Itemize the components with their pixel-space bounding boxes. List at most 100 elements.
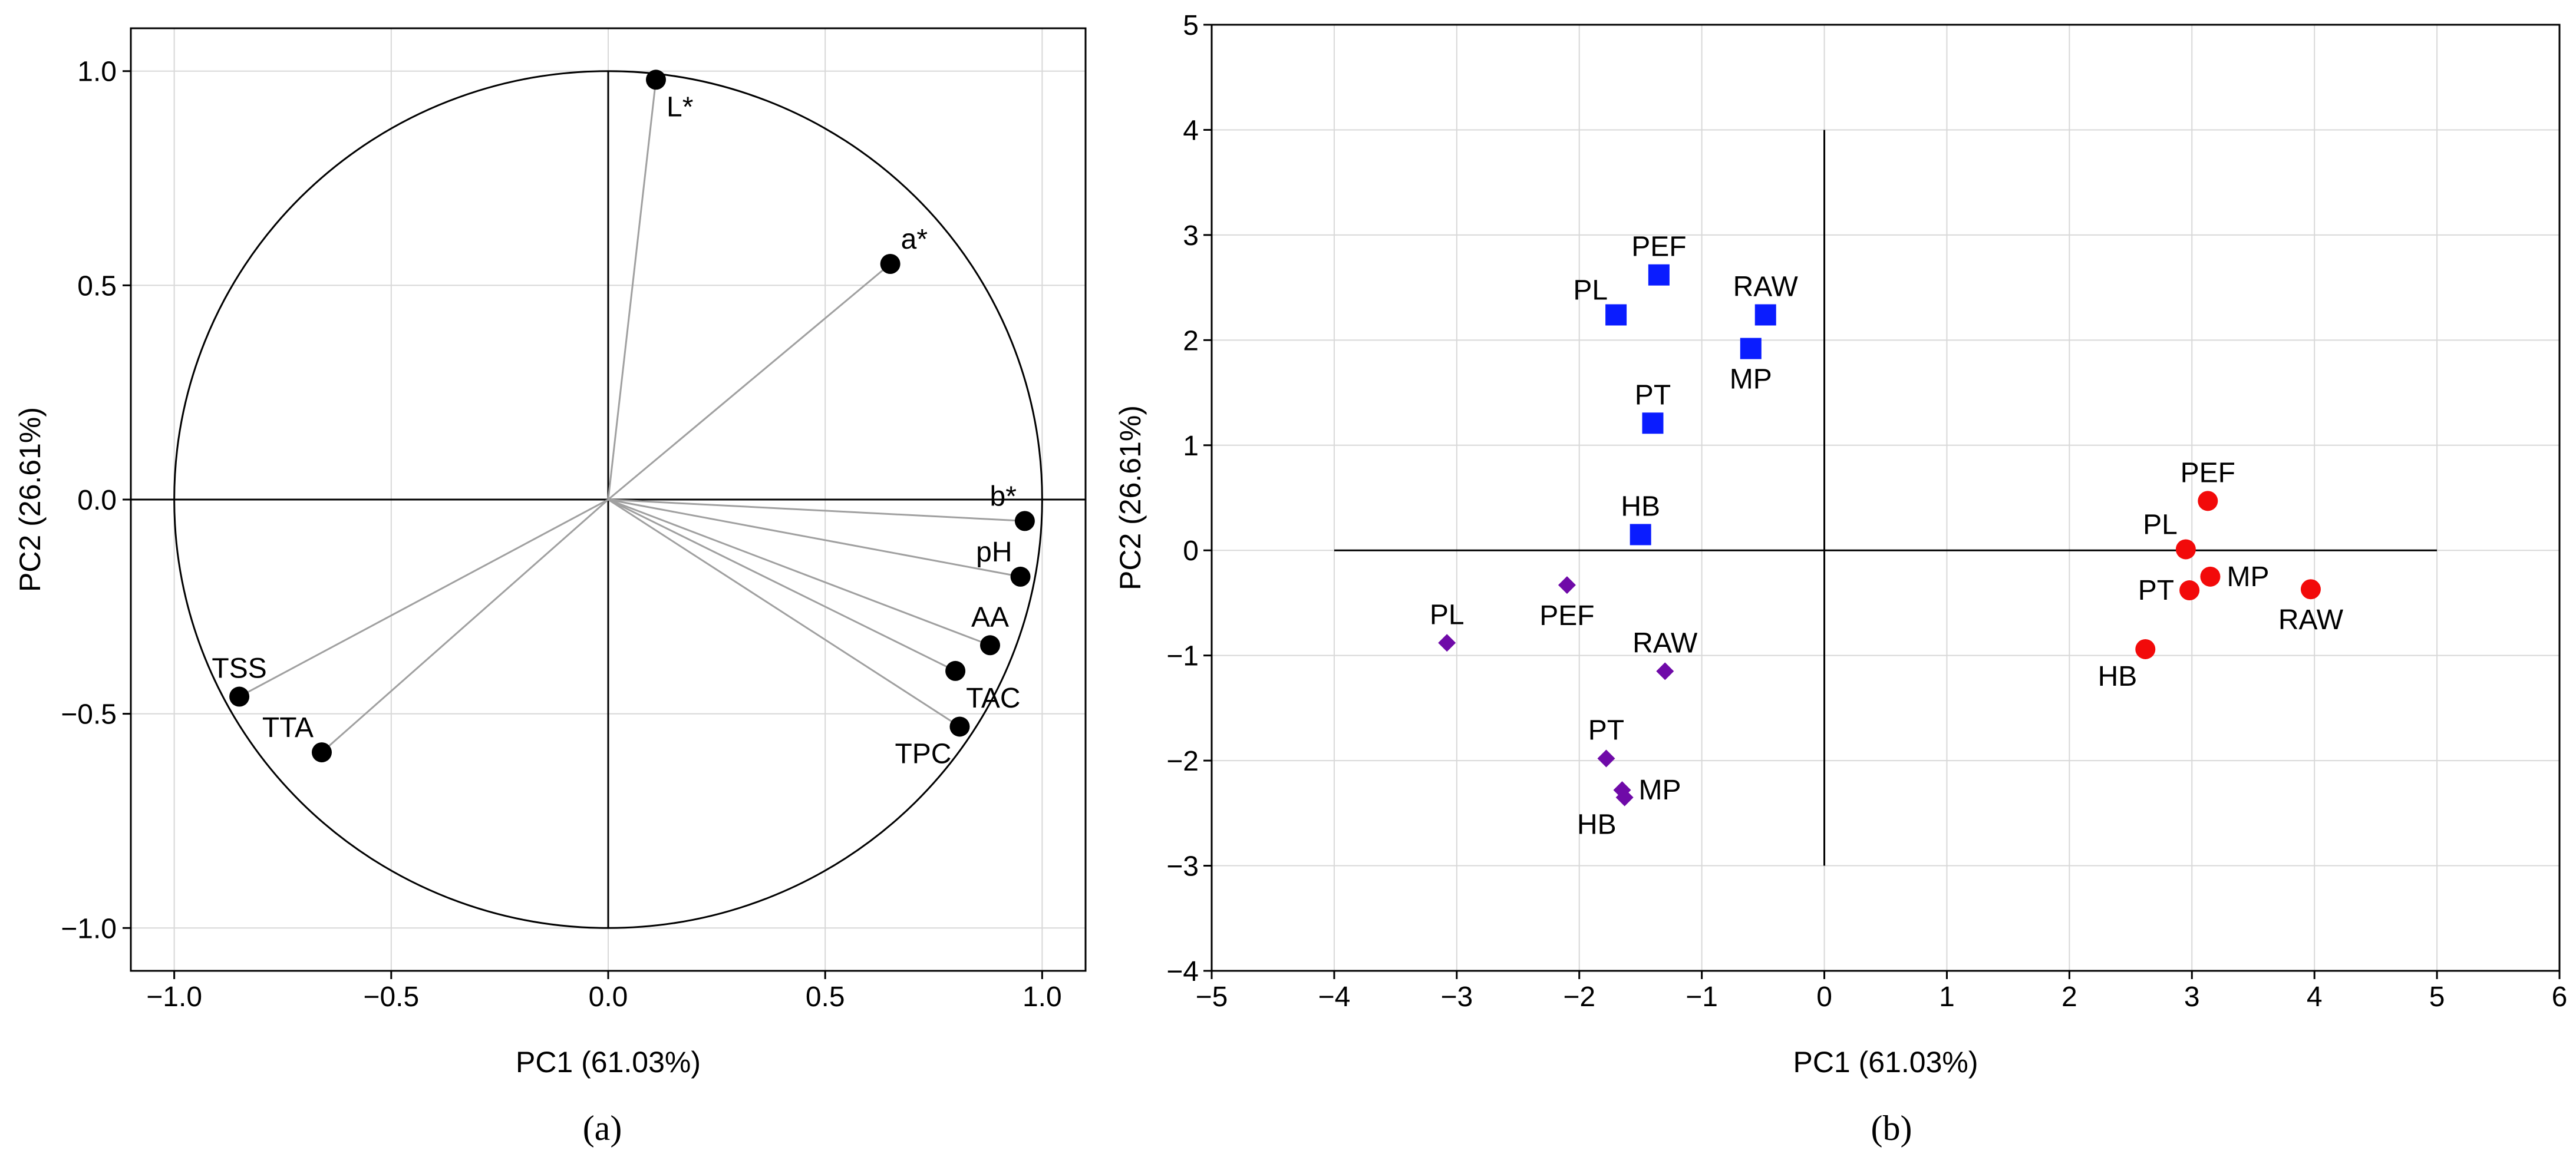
loading-vector-b-star [608, 498, 1025, 522]
scores-plot-frame [1211, 24, 2561, 972]
loading-point-tta [312, 742, 332, 763]
score-circle-pl-label: PL [2143, 509, 2178, 540]
loadings-plot-frame [130, 27, 1087, 972]
loading-label-tac: TAC [966, 683, 1020, 714]
scores-axis-lines [1334, 130, 2438, 866]
scores-x-tick-label: 1 [1939, 981, 1955, 1013]
score-square-mp-marker [1740, 338, 1762, 359]
scores-y-tick-label: 0 [1183, 535, 1199, 567]
loadings-y-axis-label: PC2 (26.61%) [14, 407, 47, 592]
loadings-y-tick-label: 0.0 [77, 485, 117, 516]
scores-y-tick-label: −2 [1166, 746, 1199, 777]
loading-point-l-star [646, 70, 666, 90]
loading-point-ph [1010, 566, 1031, 587]
score-diamond-pt-label: PT [1588, 715, 1624, 746]
loading-vector-ph [608, 498, 1021, 578]
panel-label-a: (a) [583, 1109, 622, 1148]
loadings-points: L* a* b* pH AA TAC TPC TSS TTA [212, 70, 1035, 769]
loadings-tick-labels: −1.0 −0.5 0.0 0.5 1.0 −1.0 −0.5 0.0 0.5 1.0 [61, 57, 1061, 1013]
loadings-x-tick-label: 0.0 [589, 981, 628, 1013]
score-square-raw-marker [1754, 304, 1776, 326]
scores-x-tick-label: 3 [2184, 981, 2200, 1013]
loading-point-tac [945, 660, 966, 681]
scores-x-tick-label: −1 [1686, 981, 1718, 1013]
scores-y-tick-label: 5 [1183, 10, 1199, 41]
score-square-raw-label: RAW [1733, 272, 1799, 303]
score-circle-pt-label: PT [2138, 575, 2174, 606]
loadings-x-tick-label: 1.0 [1023, 981, 1062, 1013]
score-circle-raw-marker [2300, 579, 2321, 600]
scores-y-tick-label: −3 [1166, 851, 1199, 882]
scores-y-tick-label: −1 [1166, 641, 1199, 672]
score-square-pl-label: PL [1573, 275, 1608, 306]
loadings-y-tick-label: 0.5 [77, 270, 117, 302]
loadings-x-tick-label: −1.0 [146, 981, 202, 1013]
loading-label-b-star: b* [990, 481, 1017, 512]
scores-x-tick-label: 5 [2429, 981, 2445, 1013]
loadings-y-tick-label: 1.0 [77, 57, 117, 88]
score-diamond-hb-marker [1615, 788, 1634, 806]
score-diamond-pl-label: PL [1430, 599, 1465, 630]
scores-x-tick-label: 2 [2062, 981, 2077, 1013]
score-circle-pef-label: PEF [2181, 457, 2235, 488]
loading-label-a-star: a* [901, 224, 928, 255]
loading-point-b-star [1014, 511, 1035, 531]
loading-point-tpc [949, 716, 970, 737]
loadings-vector-lines [239, 80, 1025, 753]
scores-x-axis-label: PC1 (61.03%) [1793, 1046, 1978, 1079]
loading-vector-aa [608, 498, 991, 646]
score-diamond-raw-label: RAW [1632, 627, 1698, 659]
score-square-pt-marker [1642, 412, 1664, 434]
loading-vector-l-star [607, 80, 657, 500]
loading-point-a-star [880, 254, 901, 274]
loading-label-l-star: L* [667, 91, 693, 123]
loadings-x-axis-label: PC1 (61.03%) [516, 1046, 701, 1079]
scores-y-axis-label: PC2 (26.61%) [1114, 405, 1147, 590]
loadings-plot-panel: L* a* b* pH AA TAC TPC TSS TTA −1.0 −0.5 0.0 0.5 1.0… [14, 27, 1087, 1148]
loading-point-tss [229, 686, 250, 707]
loading-label-ph: pH [976, 537, 1012, 568]
score-circle-raw-label: RAW [2278, 604, 2344, 636]
scores-y-tick-label: 4 [1183, 115, 1199, 146]
score-circle-pef-marker [2198, 491, 2218, 511]
scores-x-tick-label: 4 [2307, 981, 2323, 1013]
score-square-mp-label: MP [1730, 364, 1772, 395]
scores-y-tick-label: 2 [1183, 325, 1199, 356]
score-circle-hb-label: HB [2098, 661, 2138, 692]
scores-y-tick-label: 3 [1183, 220, 1199, 252]
loadings-x-tick-label: −0.5 [363, 981, 419, 1013]
score-circle-pt-marker [2179, 580, 2200, 601]
score-square-pl-marker [1605, 304, 1627, 326]
loading-label-tpc: TPC [895, 738, 951, 769]
score-square-pef-label: PEF [1631, 232, 1686, 263]
score-square-pt-label: PT [1635, 379, 1671, 411]
score-circle-mp-label: MP [2227, 561, 2269, 593]
scores-x-tick-label: −3 [1440, 981, 1473, 1013]
loading-label-tss: TSS [212, 653, 266, 685]
score-diamond-hb-label: HB [1577, 809, 1617, 841]
scores-y-tick-label: 1 [1183, 431, 1199, 462]
loading-vector-tac [608, 498, 956, 672]
score-square-hb-marker [1630, 524, 1651, 546]
scores-x-tick-label: −5 [1196, 981, 1228, 1013]
score-diamond-pt-marker [1597, 749, 1615, 768]
loading-vector-a-star [608, 263, 891, 501]
score-circle-mp-marker [2200, 566, 2221, 587]
score-diamond-pl-marker [1438, 634, 1456, 652]
score-diamond-mp-label: MP [1638, 775, 1681, 806]
loadings-x-tick-label: 0.5 [806, 981, 845, 1013]
loading-vector-tta [321, 498, 609, 753]
loading-vector-tss [239, 498, 609, 697]
score-square-hb-label: HB [1621, 491, 1660, 522]
score-circle-pl-marker [2175, 539, 2196, 560]
score-diamond-pef-marker [1558, 576, 1576, 594]
loading-vector-tpc [608, 498, 961, 728]
scores-x-tick-label: 0 [1816, 981, 1832, 1013]
loading-label-tta: TTA [262, 712, 314, 743]
scores-y-tick-label: −4 [1166, 956, 1199, 987]
